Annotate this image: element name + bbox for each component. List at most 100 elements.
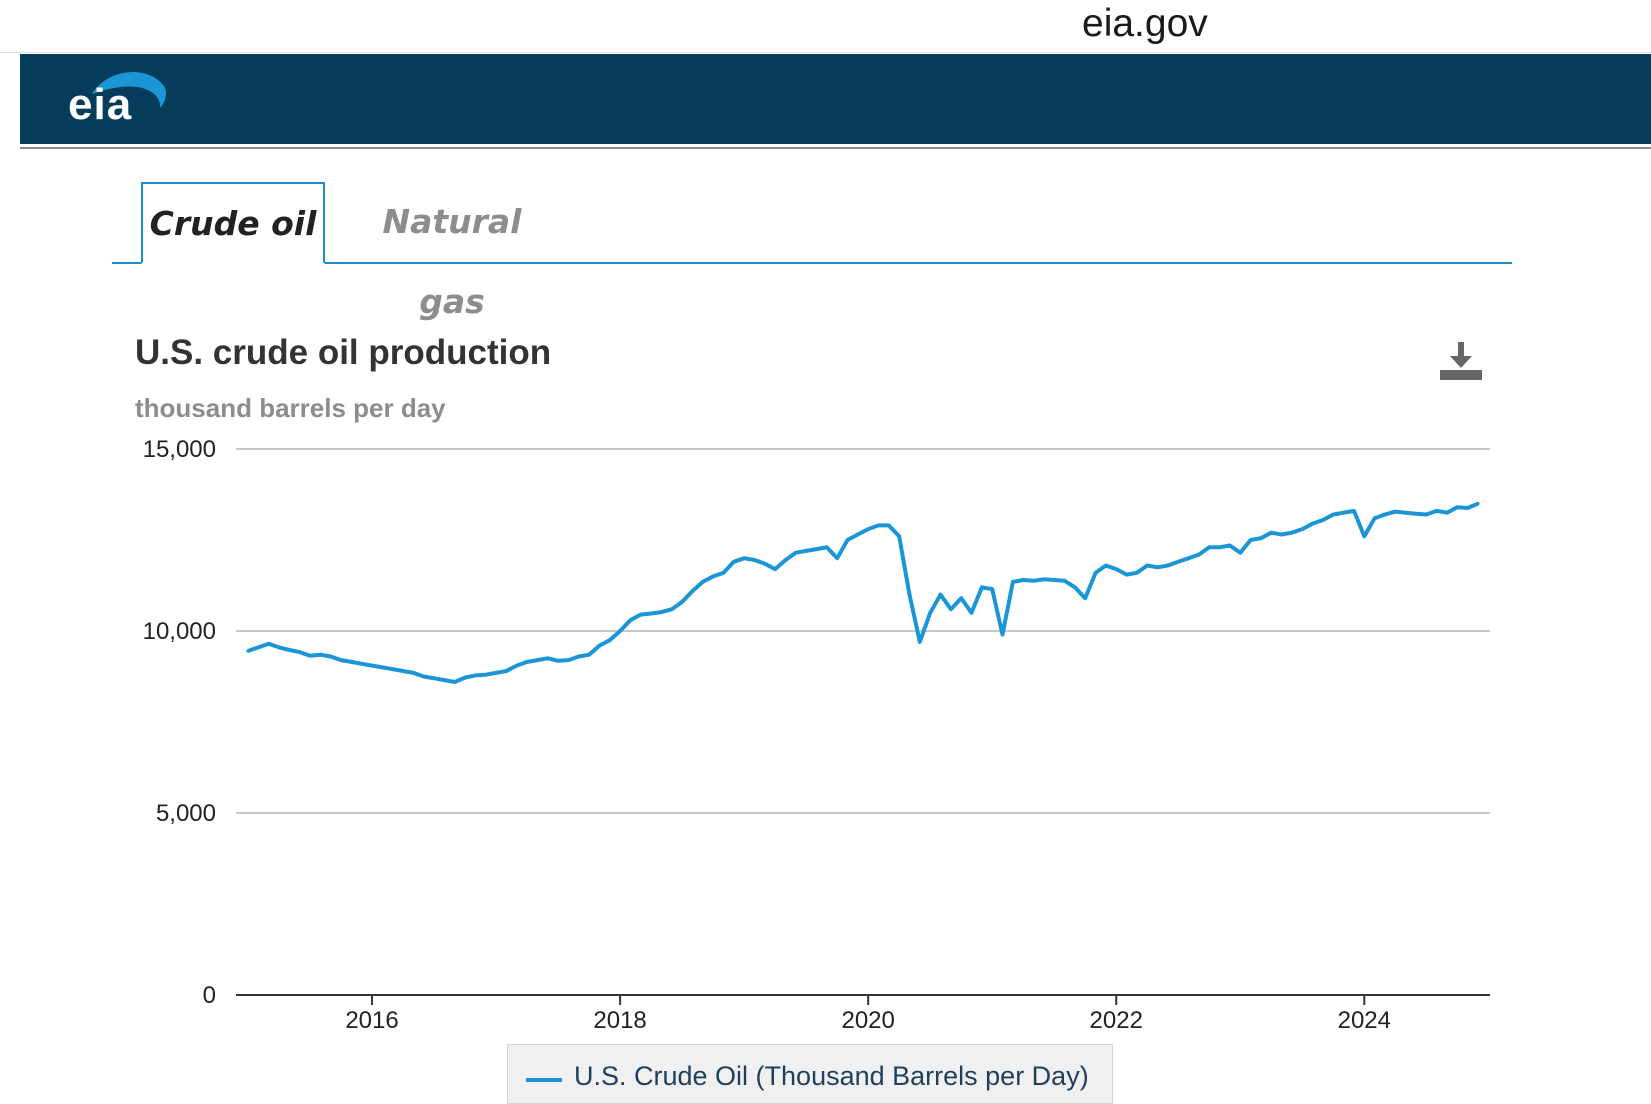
data-point — [535, 658, 540, 662]
data-point — [587, 653, 591, 657]
data-point — [845, 538, 850, 542]
data-point — [318, 653, 322, 657]
data-point — [887, 523, 891, 528]
data-point — [1466, 506, 1470, 510]
data-point — [577, 654, 581, 659]
chart-legend[interactable]: U.S. Crude Oil (Thousand Barrels per Day… — [507, 1044, 1113, 1104]
legend-swatch — [526, 1078, 562, 1082]
data-point — [856, 532, 860, 537]
chart-subtitle: thousand barrels per day — [135, 393, 446, 423]
data-point — [1455, 505, 1459, 509]
data-point — [1435, 509, 1439, 513]
y-tick-label: 0 — [203, 982, 216, 1009]
data-point — [267, 642, 271, 646]
x-tick-label: 2020 — [841, 1007, 894, 1034]
data-point — [463, 676, 467, 680]
data-point — [980, 585, 984, 589]
tab-crude-oil[interactable]: Crude oil — [141, 182, 325, 264]
data-point — [763, 562, 767, 566]
x-tick-label: 2022 — [1090, 1007, 1143, 1034]
data-point — [1125, 573, 1129, 577]
header-divider — [20, 147, 1651, 149]
data-point — [659, 610, 664, 614]
data-point — [1249, 538, 1253, 542]
data-point — [1052, 578, 1056, 582]
data-point — [1424, 512, 1428, 517]
data-point — [825, 545, 829, 549]
data-point — [701, 580, 705, 584]
chart-title: U.S. crude oil production — [135, 333, 552, 372]
data-point — [1104, 563, 1108, 568]
data-point — [1393, 510, 1397, 514]
data-point — [339, 658, 343, 662]
data-point — [1114, 567, 1118, 571]
data-point — [1218, 545, 1222, 549]
data-point — [566, 658, 571, 662]
data-point — [1083, 596, 1087, 600]
download-button[interactable] — [1440, 342, 1482, 382]
data-point — [287, 648, 291, 652]
data-point — [473, 673, 477, 678]
data-point — [608, 638, 612, 642]
data-point — [773, 567, 777, 571]
data-point — [556, 659, 560, 663]
data-point — [1383, 512, 1387, 517]
data-point — [1042, 577, 1046, 581]
data-point — [494, 671, 498, 675]
data-point — [1063, 579, 1067, 583]
data-point — [546, 656, 550, 660]
data-point — [628, 618, 633, 622]
y-tick-label: 10,000 — [143, 618, 216, 645]
data-point — [1197, 553, 1201, 557]
data-point — [721, 571, 726, 575]
data-point — [1187, 556, 1191, 560]
data-point — [1031, 579, 1036, 583]
data-point — [1373, 516, 1377, 520]
data-point — [835, 556, 839, 560]
data-point — [411, 671, 415, 675]
x-tick-label: 2016 — [345, 1007, 398, 1034]
data-point — [515, 664, 519, 668]
legend-label: U.S. Crude Oil (Thousand Barrels per Day… — [574, 1061, 1089, 1091]
data-point — [484, 673, 488, 677]
x-tick-label: 2018 — [593, 1007, 646, 1034]
data-point — [1321, 518, 1325, 522]
data-point — [1300, 527, 1304, 531]
data-point — [1352, 509, 1356, 513]
eia-logo[interactable]: eia — [64, 64, 167, 134]
data-point — [794, 551, 798, 555]
data-point — [959, 596, 963, 600]
data-point — [670, 607, 674, 611]
data-point — [1011, 580, 1015, 584]
data-point — [453, 680, 457, 684]
data-point — [1021, 578, 1025, 582]
data-point — [422, 674, 426, 679]
data-point — [928, 611, 932, 615]
tab-natural-gas[interactable]: Natural gas — [382, 202, 522, 321]
data-point — [907, 593, 912, 597]
data-point — [1135, 571, 1139, 575]
data-point — [1404, 511, 1408, 515]
browser-topbar: eia.gov — [0, 0, 1651, 53]
data-point — [442, 678, 446, 682]
data-point — [1476, 502, 1480, 506]
data-point — [876, 523, 881, 528]
data-point — [732, 560, 736, 564]
data-point — [1073, 585, 1077, 589]
data-point — [504, 669, 508, 673]
data-point — [1362, 534, 1366, 539]
data-point — [783, 558, 788, 562]
data-point — [639, 613, 643, 617]
data-point — [349, 660, 353, 664]
url-text[interactable]: eia.gov — [1082, 2, 1208, 45]
data-point — [308, 654, 312, 658]
data-point — [1156, 565, 1160, 569]
tab-bar: Crude oil Natural gas — [112, 182, 1512, 321]
data-point — [969, 611, 974, 615]
data-point — [1280, 532, 1284, 537]
data-point — [1166, 563, 1170, 568]
data-point — [1342, 511, 1346, 515]
download-icon — [1440, 342, 1482, 380]
data-point — [391, 667, 395, 671]
